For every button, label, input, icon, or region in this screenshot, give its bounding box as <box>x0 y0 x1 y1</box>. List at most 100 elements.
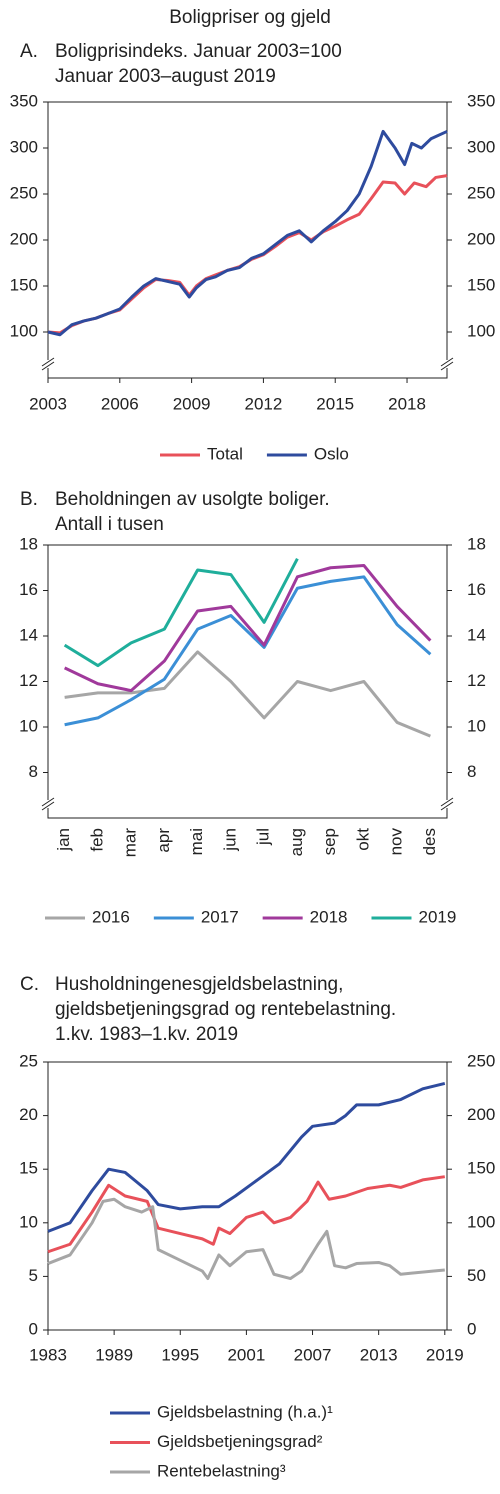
y-tick-label: 18 <box>19 534 38 553</box>
x-tick-label: 1983 <box>29 1345 67 1364</box>
x-tick-label: 2007 <box>294 1345 332 1364</box>
x-tick-label: 1989 <box>95 1345 133 1364</box>
y-tick-label: 25 <box>19 1051 38 1070</box>
legend-label: 2019 <box>418 907 456 926</box>
legend-label: Gjeldsbetjeningsgrad² <box>157 1432 323 1451</box>
y2-tick-label: 18 <box>467 534 486 553</box>
x-tick-label: 2001 <box>227 1345 265 1364</box>
series-line <box>64 575 432 727</box>
axis-break <box>440 801 454 811</box>
axis-break-gap <box>444 360 450 368</box>
y2-tick-label: 150 <box>467 1159 495 1178</box>
chart-title: Beholdningen av usolgte boliger. <box>55 489 330 510</box>
y-tick-label: 12 <box>19 671 38 690</box>
axis-break <box>440 357 454 367</box>
y-tick-label: 20 <box>19 1105 38 1124</box>
series-line <box>63 563 432 693</box>
plot-frame <box>47 544 448 819</box>
y2-tick-label: 100 <box>467 321 495 340</box>
chart-title: Januar 2003–august 2019 <box>55 66 276 87</box>
chart-label: B. <box>20 489 38 510</box>
chart-title: Antall i tusen <box>55 514 164 535</box>
x-tick-label: 2013 <box>360 1345 398 1364</box>
y2-tick-label: 350 <box>467 91 495 110</box>
x-tick-label: 2006 <box>101 394 139 413</box>
y-tick-label: 300 <box>10 137 38 156</box>
x-tick-label: okt <box>353 828 372 851</box>
y2-tick-label: 200 <box>467 1105 495 1124</box>
legend-label: 2018 <box>310 907 348 926</box>
x-tick-label: sep <box>320 828 339 855</box>
y2-tick-label: 0 <box>467 1319 476 1338</box>
axis-break <box>41 801 55 811</box>
y2-tick-label: 250 <box>467 1051 495 1070</box>
series-line <box>63 557 299 668</box>
x-tick-label: mai <box>187 828 206 855</box>
series-line <box>64 650 431 738</box>
x-tick-label: 1995 <box>161 1345 199 1364</box>
y-tick-label: 350 <box>10 91 38 110</box>
y-tick-label: 200 <box>10 229 38 248</box>
x-tick-label: 2003 <box>29 394 67 413</box>
x-tick-label: jun <box>220 828 239 852</box>
chart-title: 1.kv. 1983–1.kv. 2019 <box>55 1024 238 1045</box>
y-tick-label: 16 <box>19 580 38 599</box>
axis-break-gap <box>444 800 450 808</box>
chart-label: C. <box>20 974 39 995</box>
x-tick-label: jul <box>254 828 273 846</box>
plot-frame <box>47 1061 448 1331</box>
chart-title: Husholdningenesgjeldsbelastning, <box>55 974 343 995</box>
axis-break <box>440 361 454 371</box>
axis-break-gap <box>45 360 51 368</box>
y2-tick-label: 300 <box>467 137 495 156</box>
axis-break <box>41 357 55 367</box>
axis-break-gap <box>45 800 51 808</box>
x-tick-label: des <box>420 828 439 855</box>
y2-tick-label: 12 <box>467 671 486 690</box>
legend-label: Oslo <box>314 444 349 463</box>
axis-break <box>440 797 454 807</box>
x-tick-label: feb <box>87 828 106 852</box>
y2-tick-label: 14 <box>467 625 486 644</box>
y-tick-label: 5 <box>29 1266 38 1285</box>
legend-label: Total <box>207 444 243 463</box>
y2-tick-label: 150 <box>467 275 495 294</box>
y2-tick-label: 100 <box>467 1212 495 1231</box>
y2-tick-label: 50 <box>467 1266 486 1285</box>
chart-title: gjeldsbetjeningsgrad og rentebelastning. <box>55 999 396 1020</box>
y2-tick-label: 16 <box>467 580 486 599</box>
x-tick-label: apr <box>154 828 173 853</box>
y2-tick-label: 8 <box>467 762 476 781</box>
y-tick-label: 10 <box>19 1212 38 1231</box>
x-tick-label: 2018 <box>388 394 426 413</box>
y2-tick-label: 250 <box>467 183 495 202</box>
y2-tick-label: 10 <box>467 716 486 735</box>
x-tick-label: 2015 <box>316 394 354 413</box>
figure-title: Boligpriser og gjeld <box>169 7 331 28</box>
legend-label: Gjeldsbelastning (h.a.)¹ <box>157 1402 333 1421</box>
y-tick-label: 150 <box>10 275 38 294</box>
series-line <box>47 129 448 337</box>
y-tick-label: 8 <box>29 762 38 781</box>
chart-label: A. <box>20 41 38 62</box>
series-line <box>47 1197 445 1281</box>
x-tick-label: 2019 <box>426 1345 464 1364</box>
series-line <box>47 174 448 335</box>
y-tick-label: 0 <box>29 1319 38 1338</box>
chart-title: Boligprisindeks. Januar 2003=100 <box>55 41 342 62</box>
y-tick-label: 100 <box>10 321 38 340</box>
y-tick-label: 250 <box>10 183 38 202</box>
x-tick-label: nov <box>387 828 406 856</box>
x-tick-label: jan <box>54 828 73 852</box>
x-tick-label: mar <box>121 828 140 858</box>
x-tick-label: 2009 <box>173 394 211 413</box>
x-tick-label: aug <box>287 828 306 856</box>
y-tick-label: 15 <box>19 1159 38 1178</box>
legend-label: 2017 <box>201 907 239 926</box>
series-line <box>47 1081 446 1233</box>
y-tick-label: 10 <box>19 716 38 735</box>
axis-break <box>41 797 55 807</box>
series-line <box>47 1175 446 1254</box>
legend-label: Rentebelastning³ <box>157 1461 286 1480</box>
